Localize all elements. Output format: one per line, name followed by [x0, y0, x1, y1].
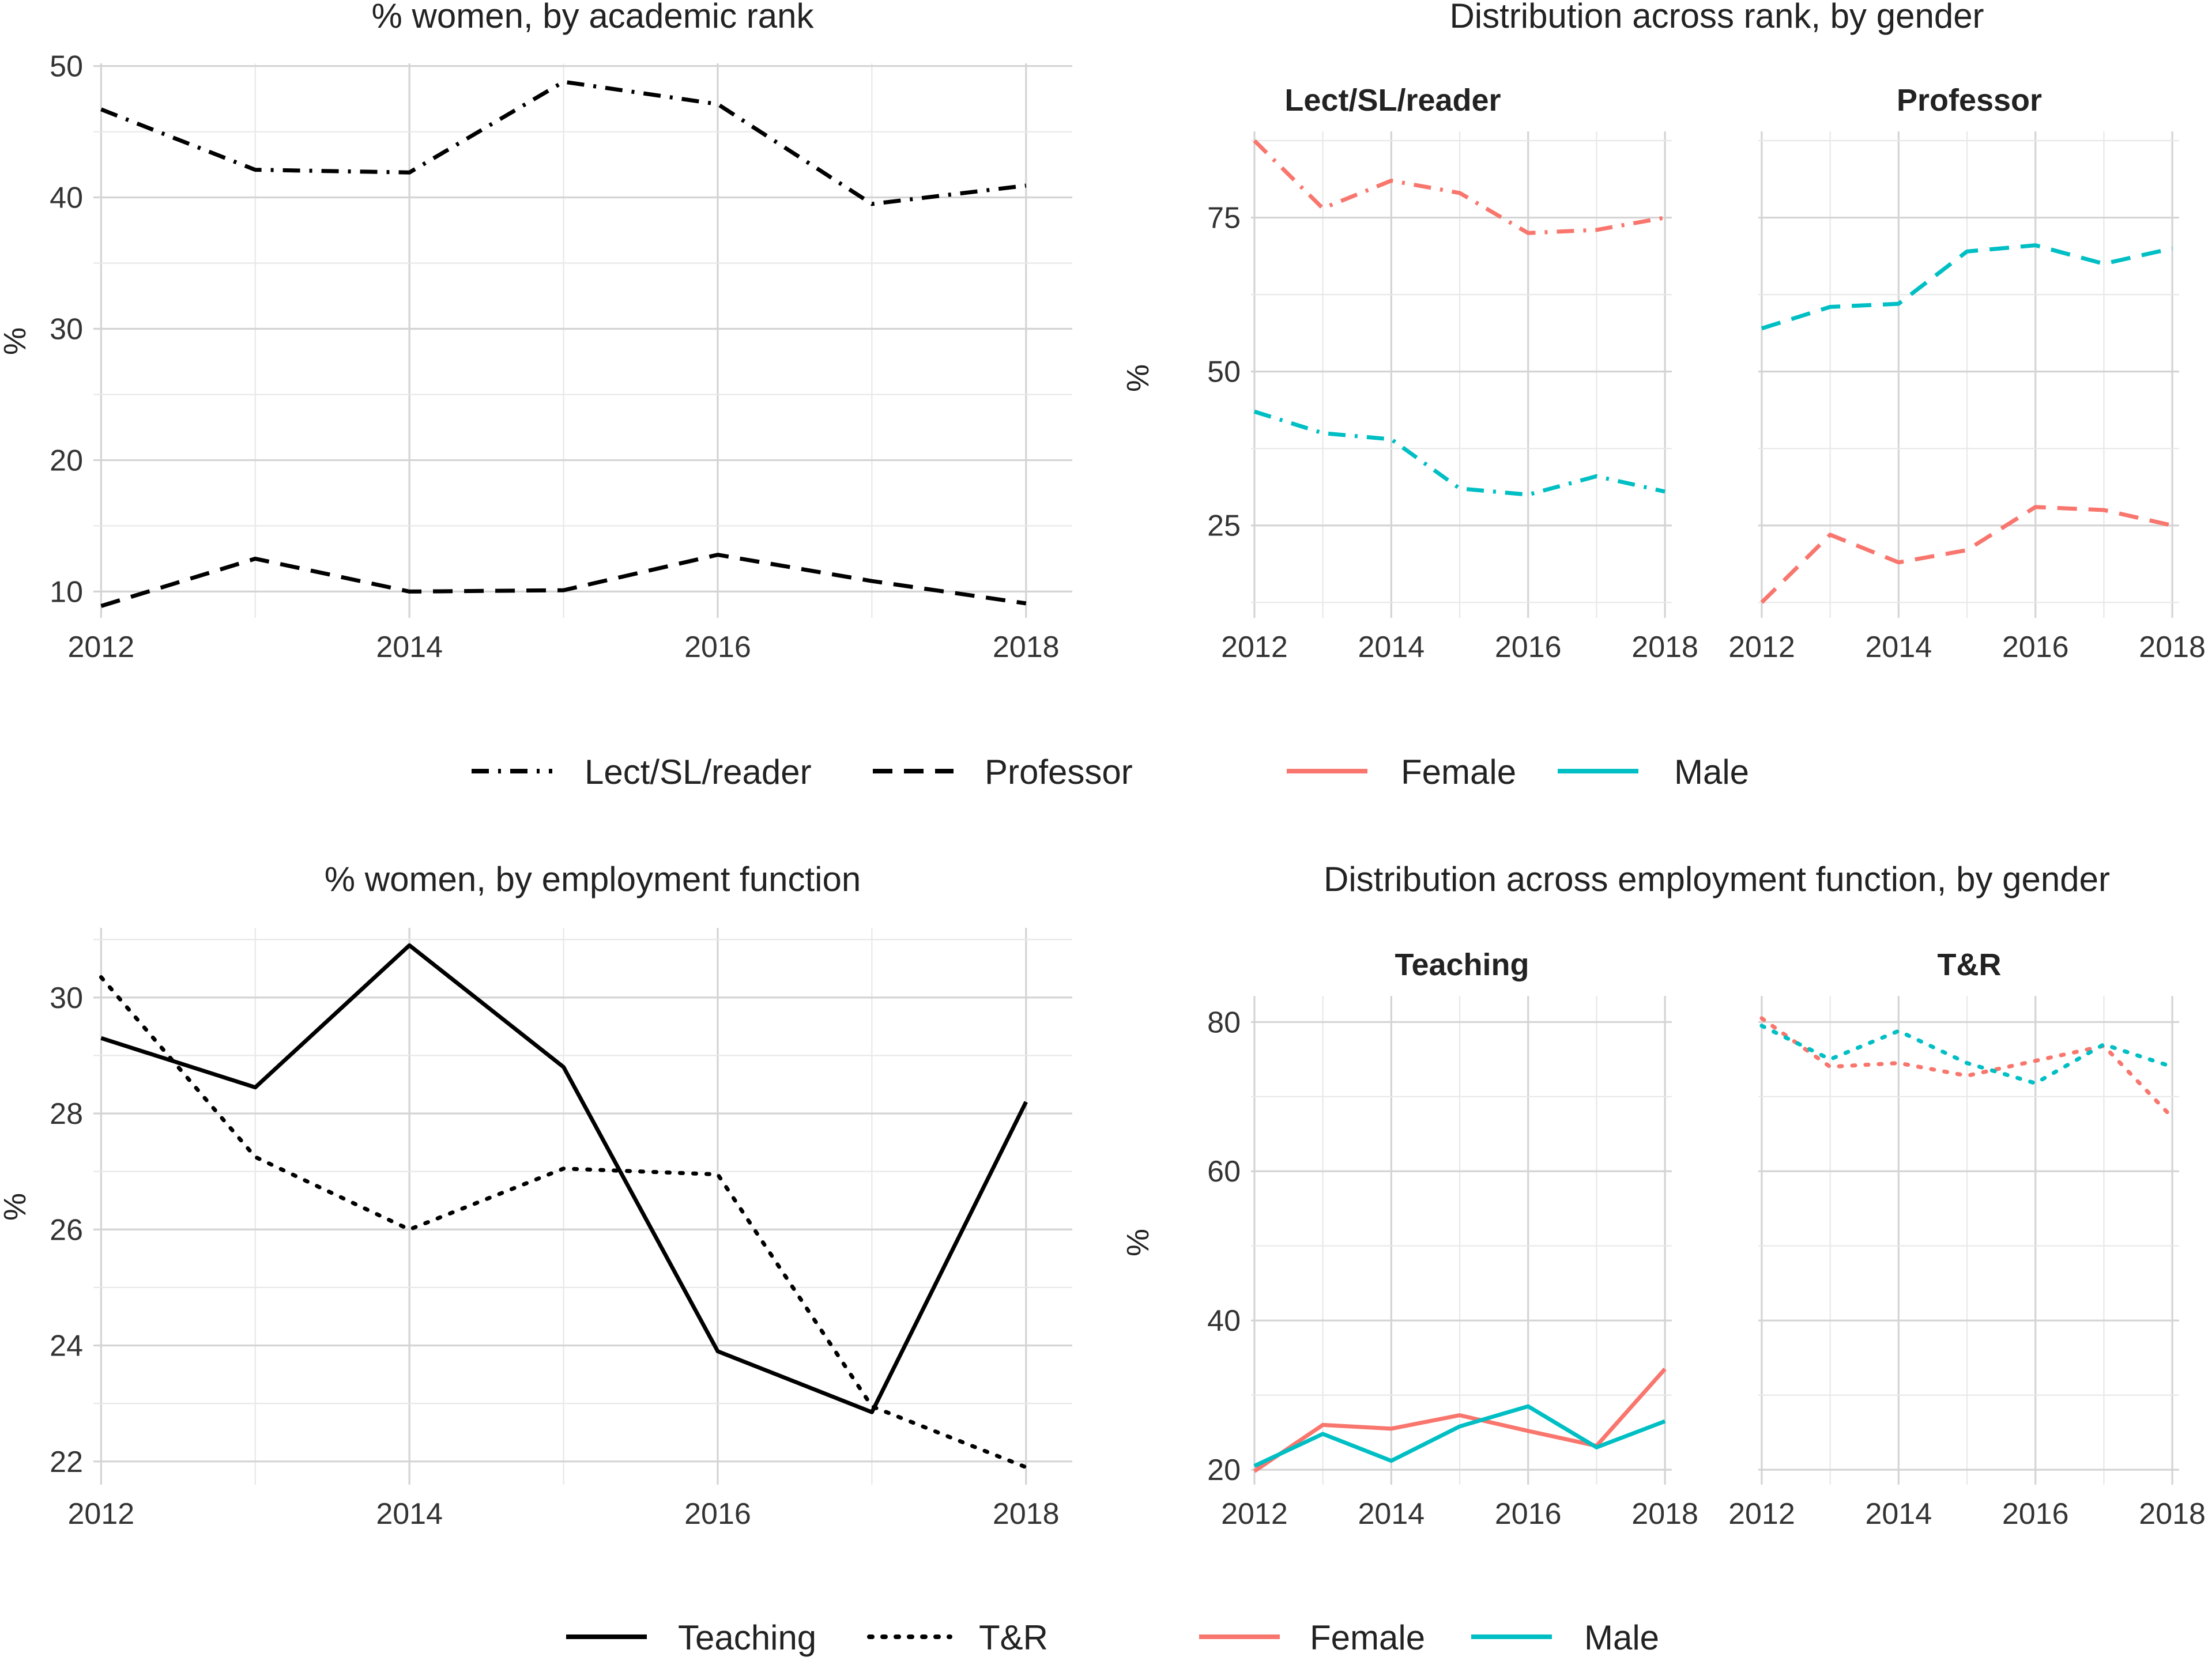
legend-label: Professor: [985, 753, 1133, 791]
x-tick-label: 2012: [1221, 1497, 1288, 1531]
x-tick-label: 2012: [1221, 631, 1288, 664]
y-tick-label: 40: [1207, 1304, 1241, 1338]
x-tick-label: 2018: [1631, 631, 1698, 664]
x-tick-label: 2016: [1495, 1497, 1562, 1531]
legend-bottom: Teaching T&R Female Male: [566, 1618, 1659, 1657]
x-tick-label: 2018: [993, 1497, 1060, 1531]
y-tick-label: 24: [50, 1330, 83, 1363]
x-tick-label: 2012: [68, 1497, 135, 1531]
legend-label: T&R: [979, 1618, 1048, 1657]
x-tick-label: 2012: [68, 631, 135, 664]
panel-women-by-rank: % women, by academic rank 10 20 30 40 50 2012…: [0, 0, 1072, 664]
x-tick-label: 2018: [2139, 1497, 2206, 1531]
legend-label: Teaching: [678, 1618, 816, 1657]
y-tick-label: 80: [1207, 1006, 1241, 1039]
panel-title: Distribution across rank, by gender: [1449, 0, 1984, 35]
y-axis-label: %: [1121, 1229, 1155, 1256]
legend-label: Female: [1401, 753, 1516, 791]
y-tick-label: 25: [1207, 509, 1241, 543]
y-tick-label: 20: [1207, 1454, 1241, 1487]
y-tick-label: 30: [50, 982, 83, 1015]
gridlines: 10 20 30 40 50 2012 2014 2016 2018: [50, 50, 1072, 664]
x-tick-label: 2014: [376, 1497, 443, 1531]
panel-rank-distribution: Distribution across rank, by gender Lect…: [1121, 0, 2206, 664]
x-tick-label: 2018: [1631, 1497, 1698, 1531]
facet-title: Teaching: [1395, 947, 1529, 982]
x-tick-label: 2014: [376, 631, 443, 664]
y-tick-label: 60: [1207, 1155, 1241, 1188]
y-tick-label: 10: [50, 575, 83, 609]
panel-function-distribution: Distribution across employment function,…: [1121, 860, 2206, 1531]
x-tick-label: 2014: [1865, 631, 1932, 664]
y-tick-label: 75: [1207, 202, 1241, 235]
legend-label: Male: [1584, 1618, 1659, 1657]
y-axis-label: %: [0, 327, 32, 355]
y-tick-label: 22: [50, 1445, 83, 1479]
facet-title: Professor: [1897, 83, 2042, 118]
panel-title: % women, by employment function: [325, 860, 861, 899]
x-tick-label: 2016: [684, 631, 751, 664]
facet-title: T&R: [1938, 947, 2002, 982]
legend-top: Lect/SL/reader Professor Female Male: [472, 753, 1749, 791]
y-tick-label: 50: [50, 50, 83, 84]
x-tick-label: 2014: [1358, 631, 1425, 664]
x-tick-label: 2014: [1358, 1497, 1425, 1531]
x-tick-label: 2018: [2139, 631, 2206, 664]
x-tick-label: 2014: [1865, 1497, 1932, 1531]
gridlines: 20 40 60 80 2012 2014 2016 2018 2012 2014 2016 2018: [1207, 996, 2206, 1531]
x-tick-label: 2018: [993, 631, 1060, 664]
y-tick-label: 50: [1207, 356, 1241, 389]
x-tick-label: 2016: [1495, 631, 1562, 664]
legend-label: Male: [1674, 753, 1749, 791]
y-tick-label: 40: [50, 182, 83, 215]
x-tick-label: 2012: [1728, 1497, 1795, 1531]
legend-label: Lect/SL/reader: [585, 753, 812, 791]
x-tick-label: 2016: [2002, 1497, 2069, 1531]
x-tick-label: 2012: [1728, 631, 1795, 664]
panel-women-by-function: % women, by employment function 22 24 26 28…: [0, 860, 1072, 1531]
x-tick-label: 2016: [684, 1497, 751, 1531]
y-axis-label: %: [0, 1193, 32, 1221]
legend-label: Female: [1310, 1618, 1425, 1657]
panel-title: % women, by academic rank: [372, 0, 815, 35]
panel-title: Distribution across employment function,…: [1324, 860, 2110, 899]
y-tick-label: 30: [50, 312, 83, 346]
y-tick-label: 28: [50, 1097, 83, 1131]
y-tick-label: 20: [50, 444, 83, 477]
x-tick-label: 2016: [2002, 631, 2069, 664]
gridlines: 22 24 26 28 30 2012 2014 2016 2018: [50, 928, 1072, 1531]
gridlines: 25 50 75 2012 2014 2016 2018 2012 2014 2016 2018: [1207, 131, 2206, 664]
facet-title: Lect/SL/reader: [1284, 83, 1501, 118]
y-axis-label: %: [1121, 364, 1155, 392]
y-tick-label: 26: [50, 1213, 83, 1247]
